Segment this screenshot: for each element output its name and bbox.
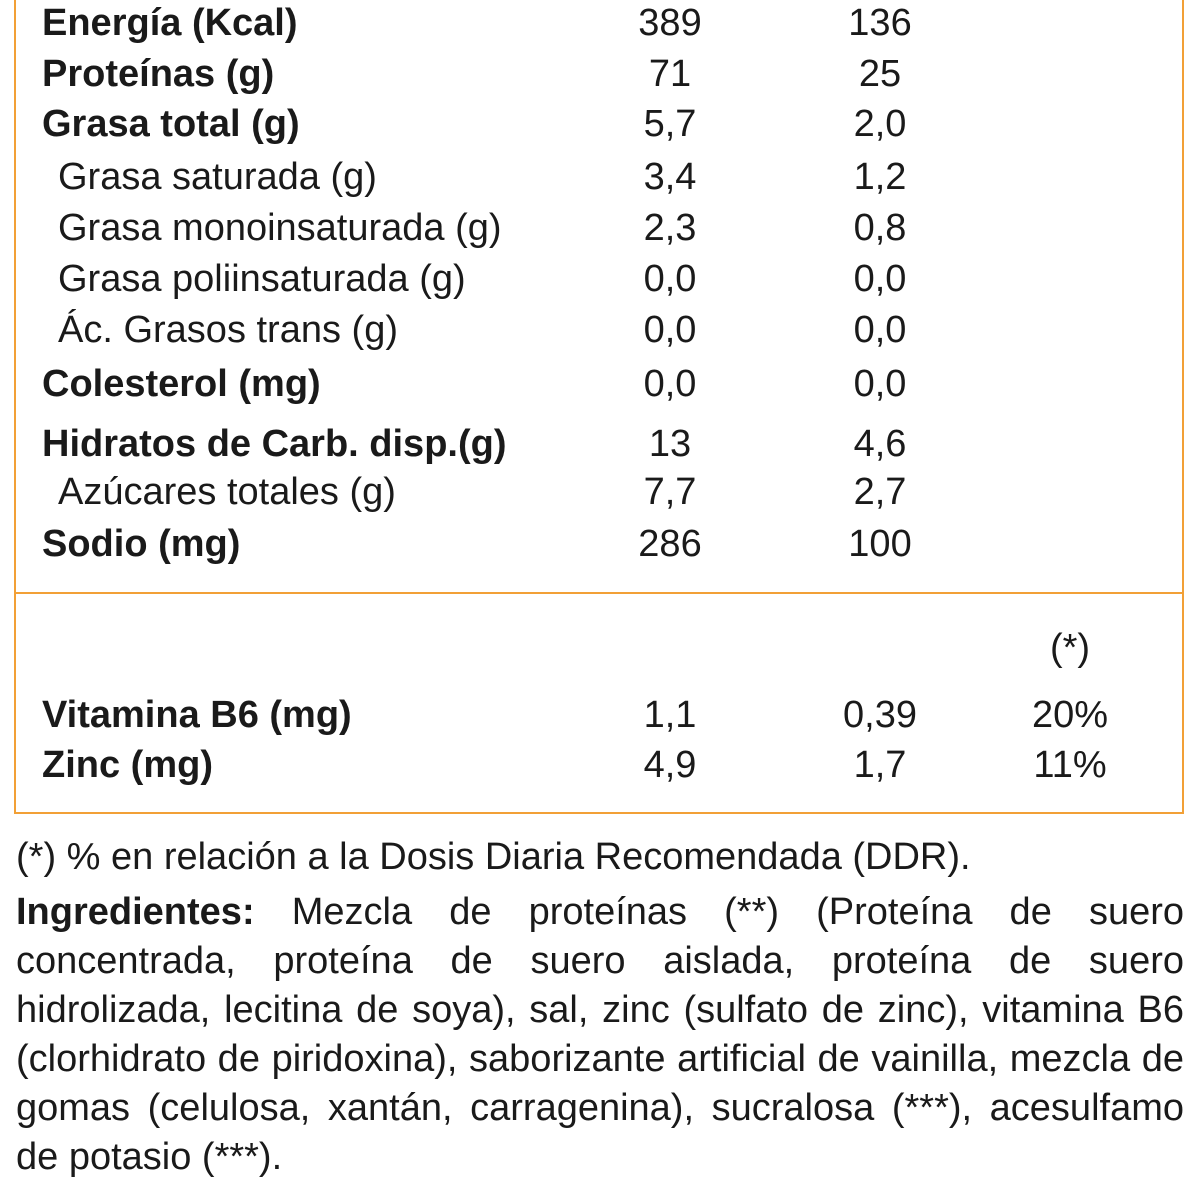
vitamin-value-100g: 4,9: [643, 744, 697, 786]
nutrient-name: Azúcares totales (g): [58, 471, 396, 513]
nutrient-row: Azúcares totales (g) 7,7 2,7: [0, 466, 1200, 518]
nutrient-name: Ác. Grasos trans (g): [58, 309, 398, 351]
ddr-percent-header: (*): [1049, 627, 1091, 669]
vitamin-name: Vitamina B6 (mg): [42, 694, 352, 736]
nutrient-value-portion: 0,0: [853, 258, 907, 300]
nutrient-value-100g: 0,0: [643, 309, 697, 351]
vitamin-ddr-percent: 20%: [1031, 694, 1109, 736]
nutrient-value-portion: 0,0: [853, 363, 907, 405]
nutrient-row: Grasa total (g) 5,7 2,0: [0, 98, 1200, 150]
nutrient-name: Grasa saturada (g): [58, 156, 377, 198]
nutrient-value-portion: 1,2: [853, 156, 907, 198]
nutrient-name: Grasa monoinsaturada (g): [58, 207, 502, 249]
nutrient-name: Grasa poliinsaturada (g): [58, 258, 466, 300]
section-divider: [14, 592, 1184, 594]
nutrient-value-100g: 5,7: [643, 103, 697, 145]
nutrient-value-portion: 0,8: [853, 207, 907, 249]
nutrient-row: Hidratos de Carb. disp.(g) 13 4,6: [0, 418, 1200, 470]
nutrient-value-portion: 0,0: [853, 309, 907, 351]
nutrient-value-portion: 2,0: [853, 103, 907, 145]
nutrition-table-box: [14, 0, 1184, 814]
ingredients-text: Mezcla de proteínas (**) (Proteína de su…: [16, 891, 1184, 1178]
nutrient-value-portion: 4,6: [853, 423, 907, 465]
nutrient-value-100g: 0,0: [643, 363, 697, 405]
nutrient-value-100g: 13: [648, 423, 692, 465]
vitamin-row: Zinc (mg) 4,9 1,7 11%: [0, 739, 1200, 791]
ingredients-label: Ingredientes:: [16, 891, 255, 933]
nutrient-row: Colesterol (mg) 0,0 0,0: [0, 358, 1200, 410]
nutrient-value-100g: 71: [648, 53, 692, 95]
nutrient-value-portion: 100: [848, 523, 912, 565]
vitamin-row: Vitamina B6 (mg) 1,1 0,39 20%: [0, 689, 1200, 741]
nutrient-row: Ác. Grasos trans (g) 0,0 0,0: [0, 304, 1200, 356]
nutrient-name: Energía (Kcal): [42, 2, 298, 44]
nutrient-name: Sodio (mg): [42, 523, 241, 565]
nutrient-row: Grasa monoinsaturada (g) 2,3 0,8: [0, 202, 1200, 254]
nutrient-value-100g: 0,0: [643, 258, 697, 300]
vitamin-value-portion: 0,39: [843, 694, 917, 736]
nutrient-value-100g: 389: [638, 2, 702, 44]
nutrient-value-portion: 2,7: [853, 471, 907, 513]
nutrient-value-100g: 3,4: [643, 156, 697, 198]
nutrient-name: Colesterol (mg): [42, 363, 321, 405]
ddr-footnote: (*) % en relación a la Dosis Diaria Reco…: [16, 836, 971, 878]
nutrient-row: Proteínas (g) 71 25: [0, 48, 1200, 100]
nutrient-value-100g: 286: [638, 523, 702, 565]
nutrient-row: Grasa poliinsaturada (g) 0,0 0,0: [0, 253, 1200, 305]
nutrient-row: Energía (Kcal) 389 136: [0, 0, 1200, 49]
nutrient-name: Proteínas (g): [42, 53, 275, 95]
nutrient-row: Sodio (mg) 286 100: [0, 518, 1200, 570]
nutrient-value-portion: 136: [848, 2, 912, 44]
nutrient-value-portion: 25: [858, 53, 902, 95]
nutrient-name: Hidratos de Carb. disp.(g): [42, 423, 507, 465]
vitamins-header-row: (*): [0, 622, 1200, 674]
vitamin-name: Zinc (mg): [42, 744, 213, 786]
nutrient-name: Grasa total (g): [42, 103, 300, 145]
nutrient-value-100g: 7,7: [643, 471, 697, 513]
vitamin-value-portion: 1,7: [853, 744, 907, 786]
vitamin-value-100g: 1,1: [643, 694, 697, 736]
nutrient-value-100g: 2,3: [643, 207, 697, 249]
ingredients-paragraph: Ingredientes: Mezcla de proteínas (**) (…: [16, 888, 1184, 1182]
nutrient-row: Grasa saturada (g) 3,4 1,2: [0, 151, 1200, 203]
vitamin-ddr-percent: 11%: [1033, 744, 1107, 786]
